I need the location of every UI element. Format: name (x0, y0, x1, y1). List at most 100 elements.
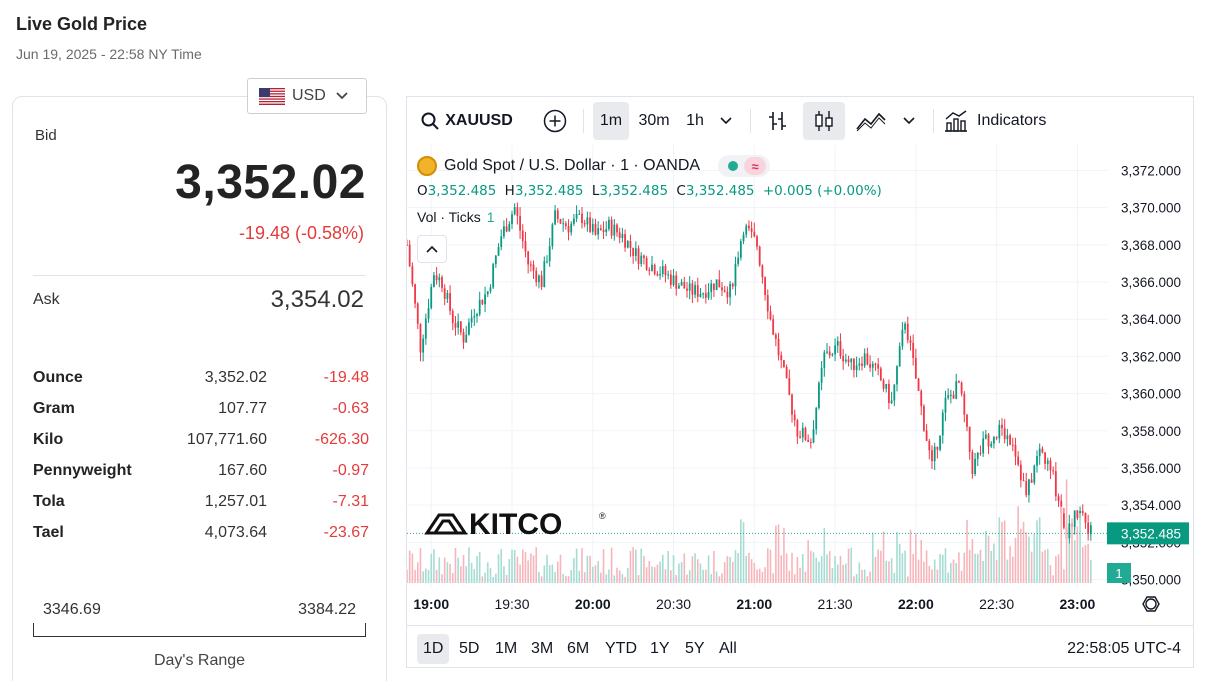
toolbar-separator (583, 109, 584, 133)
candle-body (608, 219, 610, 229)
candle-body (963, 393, 966, 415)
unit-name: Tola (33, 493, 65, 510)
candle-body (925, 430, 928, 441)
candle-body (896, 366, 898, 385)
volume-bar (486, 562, 489, 583)
volume-bar (1001, 521, 1003, 583)
legend-collapse-button[interactable] (417, 235, 447, 263)
currency-select[interactable]: USD (247, 78, 367, 114)
candle-body (476, 314, 478, 317)
candle-body (551, 224, 554, 247)
volume-bar (702, 569, 704, 583)
range-1d[interactable]: 1D (417, 634, 450, 664)
volume-bar (451, 573, 454, 583)
range-6m[interactable]: 6M (567, 640, 590, 657)
range-all[interactable]: All (719, 640, 737, 657)
candle-body (898, 346, 901, 367)
volume-bar (775, 525, 777, 583)
ask-label: Ask (33, 291, 60, 308)
candle-body (818, 382, 820, 408)
symbol-search-button[interactable]: XAUUSD (415, 102, 519, 140)
volume-bar (624, 576, 626, 583)
range-1m[interactable]: 1M (495, 640, 518, 657)
candle-body (871, 363, 874, 368)
candle-body (844, 359, 847, 362)
volume-bar (1036, 520, 1038, 583)
volume-bar (871, 532, 874, 583)
page-title: Live Gold Price (16, 14, 148, 34)
volume-bar (651, 566, 653, 583)
candle-body (532, 264, 535, 271)
close-label: C (676, 183, 686, 199)
candle-body (890, 400, 893, 404)
range-5d[interactable]: 5D (459, 640, 480, 657)
interval-1h[interactable]: 1h (686, 112, 704, 129)
volume-tag (1107, 563, 1131, 583)
volume-bar (734, 550, 737, 583)
range-ytd[interactable]: YTD (605, 640, 637, 657)
area-chart-type-button[interactable] (853, 102, 889, 140)
candle-body (984, 434, 987, 439)
indicators-button[interactable]: Indicators (943, 102, 1069, 140)
bar-chart-type-button[interactable] (759, 102, 797, 140)
candle-body (1011, 444, 1014, 446)
volume-bar (764, 567, 766, 583)
range-3m[interactable]: 3M (531, 640, 554, 657)
volume-bar (594, 565, 597, 583)
unit-change: -7.31 (332, 493, 369, 510)
market-open-dot-icon (728, 161, 739, 171)
volume-bar (855, 574, 858, 583)
chevron-down-icon (720, 117, 732, 125)
candle-body (441, 277, 443, 289)
candle-body (468, 322, 470, 335)
volume-bar (858, 562, 861, 583)
price-chart[interactable]: KITCO ® 3,372.000 3,370.000 3,368.000 3,366.0… (407, 97, 1194, 625)
candle-chart-type-button[interactable] (803, 102, 845, 140)
volume-bar (1038, 517, 1041, 583)
interval-30m[interactable]: 30m (638, 112, 670, 129)
unit-price: 107.77 (218, 400, 267, 417)
volume-bar (567, 576, 570, 583)
volume-bar (1009, 546, 1011, 583)
legend-badges[interactable]: ≈ (718, 155, 771, 177)
volume-bar (1052, 575, 1054, 583)
volume-bar (626, 567, 629, 583)
candle-body (704, 293, 707, 298)
volume-bar (1084, 545, 1087, 583)
candle-body (540, 275, 543, 288)
candle-body (1052, 470, 1055, 472)
unit-change: -626.30 (314, 431, 369, 448)
legend-ohlc: O3,352.485 H3,352.485 L3,352.485 C3,352.… (417, 183, 882, 199)
interval-1m[interactable]: 1m (593, 102, 629, 140)
candle-body (866, 353, 869, 365)
compare-button[interactable] (538, 102, 572, 140)
volume-bar (645, 567, 648, 583)
candle-body (559, 219, 562, 224)
chart-clock: 22:58:05 UTC-4 (1067, 640, 1181, 657)
chart-type-dropdown[interactable] (899, 102, 919, 140)
range-1y[interactable]: 1Y (650, 640, 670, 657)
range-5y[interactable]: 5Y (685, 640, 705, 657)
candle-body (801, 427, 804, 438)
volume-bar (478, 552, 481, 583)
interval-dropdown[interactable] (713, 102, 739, 140)
settings-icon (1145, 598, 1157, 610)
time-axis-label: 19:30 (494, 596, 529, 612)
candle-body (688, 283, 691, 291)
volume-bar (931, 569, 933, 583)
candle-body (987, 434, 990, 447)
unit-price-table: Ounce 3,352.02 -19.48 Gram 107.77 -0.63 … (33, 369, 369, 555)
candle-body (1030, 479, 1033, 483)
time-axis-label: 23:00 (1059, 596, 1095, 612)
candle-body (513, 207, 516, 215)
volume-bar (532, 555, 535, 583)
candle-body (960, 382, 963, 394)
candle-body (648, 269, 651, 271)
candle-body (591, 224, 594, 232)
candle-body (1089, 525, 1092, 535)
candle-body (699, 293, 702, 297)
volume-bar (664, 569, 667, 583)
time-axis-label: 21:00 (736, 596, 772, 612)
volume-bar (804, 571, 807, 583)
volume-bar (551, 564, 554, 583)
